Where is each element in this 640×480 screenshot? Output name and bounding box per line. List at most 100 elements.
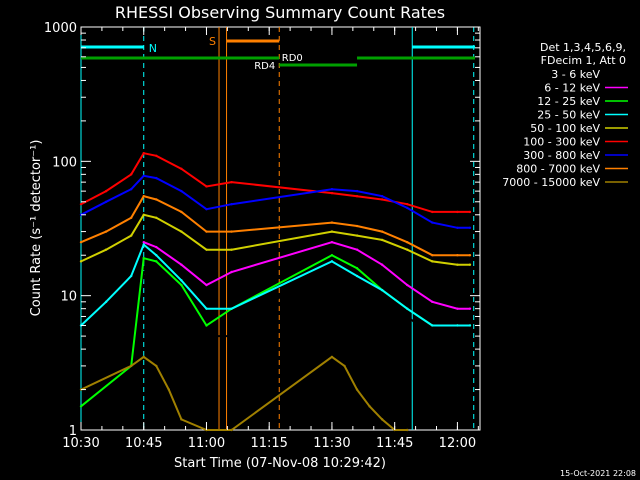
data-point	[330, 191, 334, 195]
data-point	[155, 176, 158, 180]
x-tick-label: 11:30	[313, 436, 350, 451]
legend: Det 1,3,4,5,6,9,FDecim 1, Att 03 - 6 keV…	[502, 41, 628, 189]
data-point	[129, 347, 133, 351]
data-point	[456, 307, 459, 310]
data-point	[406, 202, 409, 206]
data-point	[79, 202, 83, 206]
chart-title: RHESSI Observing Summary Count Rates	[115, 3, 445, 22]
data-point	[355, 248, 359, 251]
data-point	[79, 241, 83, 244]
data-point	[142, 151, 145, 155]
data-point	[180, 263, 183, 266]
data-point	[330, 260, 334, 263]
rd4-label: RD4	[254, 61, 275, 72]
x-tick-label: 10:30	[62, 436, 99, 451]
data-point	[104, 230, 108, 233]
night-label: N	[149, 42, 157, 55]
data-point	[330, 188, 334, 191]
data-point	[406, 206, 409, 210]
x-axis-label: Start Time (07-Nov-08 10:29:42)	[174, 456, 386, 471]
series-line	[143, 241, 470, 310]
data-point	[406, 241, 409, 244]
data-point	[155, 198, 158, 201]
legend-label: 100 - 300 keV	[523, 136, 600, 149]
data-point	[230, 428, 233, 432]
data-point	[142, 213, 145, 216]
data-point	[468, 307, 472, 310]
x-tick-label: 12:00	[439, 436, 476, 451]
data-point	[142, 355, 145, 359]
data-point	[155, 274, 158, 278]
data-point	[142, 195, 145, 198]
data-point	[330, 254, 334, 257]
data-point	[155, 260, 158, 263]
data-point	[456, 254, 459, 257]
x-axis-ticks: 10:30 10:45 11:00 11:15 11:30 11:45 12:00	[62, 27, 479, 451]
data-point	[230, 248, 233, 251]
legend-label: 300 - 800 keV	[523, 149, 600, 162]
data-point	[355, 224, 359, 228]
data-point	[355, 189, 359, 193]
data-point	[129, 216, 133, 219]
data-point	[431, 300, 434, 304]
data-point	[380, 238, 384, 242]
data-point	[330, 221, 334, 224]
data-point	[468, 210, 472, 214]
data-point	[330, 241, 334, 244]
data-point	[456, 226, 459, 230]
legend-header: FDecim 1, Att 0	[541, 54, 626, 67]
data-point	[230, 230, 233, 233]
data-point	[155, 245, 158, 249]
data-point	[456, 263, 459, 266]
data-point	[431, 324, 434, 327]
data-point	[230, 270, 233, 274]
legend-label: 3 - 6 keV	[551, 68, 600, 81]
data-point	[456, 324, 459, 327]
data-point	[380, 230, 384, 233]
y-tick-label: 1000	[44, 21, 77, 36]
data-point	[355, 234, 359, 237]
data-point	[468, 226, 472, 230]
data-point	[468, 254, 472, 257]
data-point	[330, 230, 334, 233]
legend-label: 800 - 7000 keV	[516, 163, 600, 176]
data-point	[129, 188, 133, 191]
data-point	[380, 288, 384, 292]
data-point	[406, 307, 409, 310]
data-point	[180, 230, 183, 233]
data-point	[180, 189, 183, 193]
data-point	[129, 274, 133, 278]
data-point	[155, 254, 158, 257]
data-point	[155, 364, 158, 368]
data-point	[104, 200, 108, 203]
data-point	[205, 283, 208, 287]
data-point	[142, 243, 145, 246]
data-point	[380, 195, 384, 198]
data-point	[406, 315, 409, 318]
data-point	[230, 307, 233, 310]
data-point	[230, 180, 233, 184]
data-point	[205, 185, 208, 188]
data-point	[205, 230, 208, 233]
data-point	[180, 283, 183, 287]
data-point	[79, 260, 83, 263]
data-point	[380, 198, 384, 201]
series-line	[80, 253, 470, 391]
data-point	[142, 241, 145, 244]
legend-label: 12 - 25 keV	[537, 95, 600, 108]
y-tick-label: 10	[60, 290, 77, 305]
data-point	[368, 405, 371, 408]
data-point	[468, 263, 472, 266]
data-point	[129, 173, 133, 176]
data-point	[431, 210, 434, 214]
data-point	[205, 307, 208, 310]
data-point	[142, 257, 145, 260]
data-point	[380, 263, 384, 266]
data-point	[431, 260, 434, 263]
data-point	[79, 405, 83, 408]
data-point	[180, 418, 183, 421]
data-point	[355, 274, 359, 278]
data-point	[129, 364, 133, 368]
legend-header: Det 1,3,4,5,6,9,	[540, 41, 626, 54]
